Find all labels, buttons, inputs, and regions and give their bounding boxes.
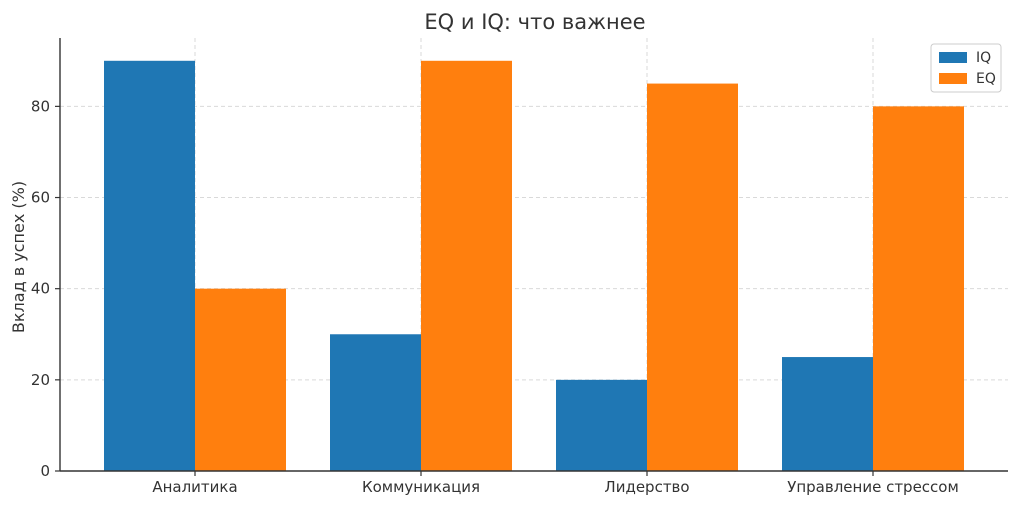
x-tick-label: Лидерство bbox=[604, 478, 689, 496]
y-tick-label: 60 bbox=[31, 189, 50, 207]
legend: IQ EQ bbox=[930, 43, 1002, 93]
legend-swatch-eq bbox=[939, 73, 967, 84]
x-tick-label: Коммуникация bbox=[362, 478, 480, 496]
bar-iq-0 bbox=[104, 60, 195, 471]
bar-iq-1 bbox=[330, 334, 421, 471]
y-tick-label: 80 bbox=[31, 97, 50, 115]
bar-eq-3 bbox=[873, 106, 964, 472]
y-tick-label: 40 bbox=[31, 280, 50, 298]
y-tick-label: 20 bbox=[31, 371, 50, 389]
y-tick-label: 0 bbox=[40, 462, 50, 480]
legend-swatch-iq bbox=[939, 52, 967, 63]
legend-label-iq: IQ bbox=[976, 50, 991, 66]
legend-label-eq: EQ bbox=[976, 71, 996, 87]
bar-iq-3 bbox=[782, 357, 873, 471]
axes bbox=[55, 38, 1008, 476]
bar-iq-2 bbox=[556, 379, 647, 471]
x-tick-label: Управление стрессом bbox=[787, 478, 959, 496]
bars bbox=[104, 60, 964, 472]
chart-title: EQ и IQ: что важнее bbox=[424, 10, 645, 34]
bar-eq-2 bbox=[647, 83, 738, 471]
x-tick-label: Аналитика bbox=[152, 478, 237, 496]
bar-eq-1 bbox=[421, 60, 512, 471]
bar-eq-0 bbox=[195, 288, 286, 471]
y-axis-label: Вклад в успех (%) bbox=[9, 181, 28, 333]
tick-labels: 0 20 40 60 80 Аналитика Коммуникация Лидерство У… bbox=[31, 97, 959, 496]
